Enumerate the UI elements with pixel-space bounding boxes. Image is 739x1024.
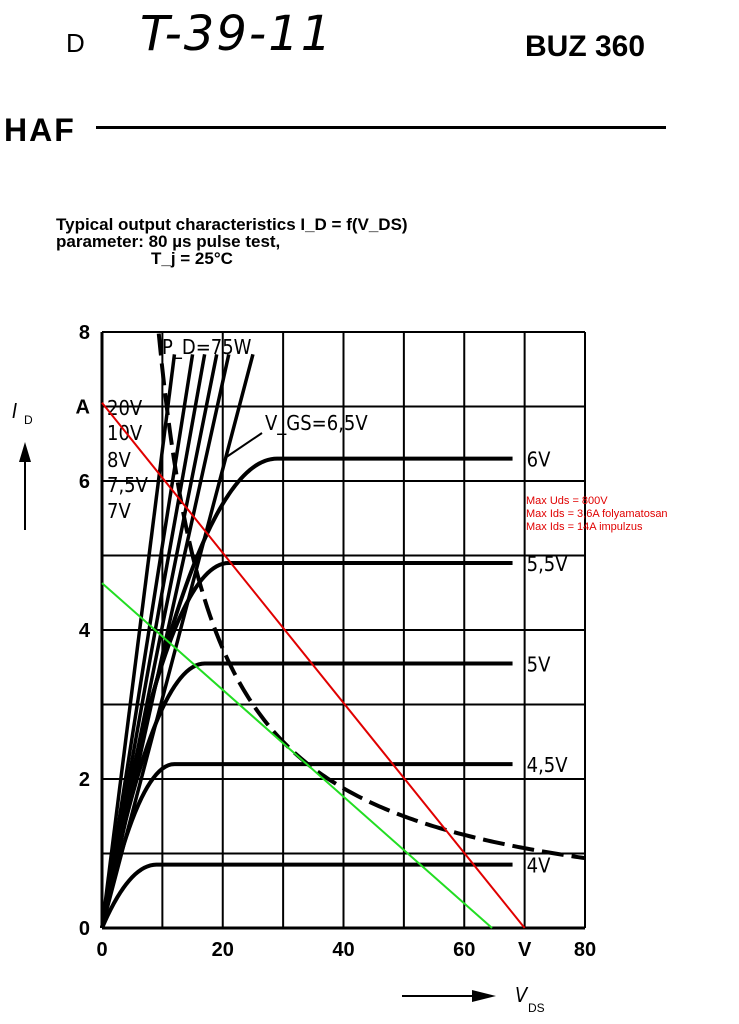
curve-label: 10V xyxy=(107,421,143,445)
curve-label: 5,5V xyxy=(527,552,569,576)
x-tick-label: V xyxy=(518,939,532,961)
x-tick-label: 20 xyxy=(212,939,234,961)
title-line-1: Typical output characteristics I_D = f(V… xyxy=(56,215,408,234)
curve-label: 5V xyxy=(527,653,551,677)
curve-4,5V xyxy=(100,762,513,929)
y-tick-label: A xyxy=(76,397,90,419)
curve-label: 6V xyxy=(527,448,551,472)
title-line-3: T_j = 25°C xyxy=(151,249,233,268)
x-axis-arrowhead xyxy=(472,990,496,1002)
curve-10V xyxy=(100,354,195,929)
x-tick-label: 60 xyxy=(453,939,475,961)
curve-7,5V xyxy=(100,354,219,929)
curve-label: 7V xyxy=(107,499,131,523)
curve-20V xyxy=(100,354,177,929)
curve-5V xyxy=(100,661,513,929)
curve-4V xyxy=(100,862,513,929)
power-limit-curve xyxy=(156,333,585,861)
chart-title: Typical output characteristics I_D = f(V… xyxy=(56,216,408,267)
y-tick-label: 2 xyxy=(79,769,90,791)
y-tick-label: 6 xyxy=(79,471,90,493)
header-letter: D xyxy=(66,28,85,58)
annotation-text: Max Uds = 800V xyxy=(526,495,608,507)
curve-label: 4V xyxy=(527,854,551,878)
curve-8V xyxy=(100,354,207,929)
x-axis-label: V xyxy=(515,983,529,1007)
curve-label: 4,5V xyxy=(527,753,569,777)
annotation-text: Max Ids = 3,6A folyamatosan xyxy=(526,508,668,520)
curve-7V xyxy=(100,353,231,929)
green-load-line xyxy=(101,582,493,929)
part-number: BUZ 360 xyxy=(525,30,646,63)
vgs-leader xyxy=(224,432,263,459)
y-axis-arrowhead xyxy=(19,442,31,462)
manufacturer: HAF xyxy=(4,112,76,148)
handwritten-code: T-39-11 xyxy=(140,6,334,62)
annotation-text: Max Ids = 14A impulzus xyxy=(526,521,643,533)
y-tick-label: 0 xyxy=(79,918,90,940)
x-tick-label: 0 xyxy=(96,939,107,961)
pd-label: P_D=75W xyxy=(162,335,252,359)
curve-label: 8V xyxy=(107,448,131,472)
curve-V_GS=6,5V xyxy=(100,353,255,929)
title-line-2: parameter: 80 µs pulse test, xyxy=(56,232,281,251)
y-axis-label: I xyxy=(12,399,17,423)
y-axis-label-sub: D xyxy=(24,413,33,427)
curve-label: 7,5V xyxy=(107,473,149,497)
red-load-line xyxy=(101,402,526,929)
y-tick-label: 8 xyxy=(79,322,90,344)
x-tick-label: 80 xyxy=(574,939,596,961)
x-axis-label-sub: DS xyxy=(528,1001,545,1015)
x-tick-label: 40 xyxy=(332,939,354,961)
header-rule xyxy=(96,126,666,129)
vgs-label: V_GS=6,5V xyxy=(265,411,368,435)
y-tick-label: 4 xyxy=(79,620,91,642)
